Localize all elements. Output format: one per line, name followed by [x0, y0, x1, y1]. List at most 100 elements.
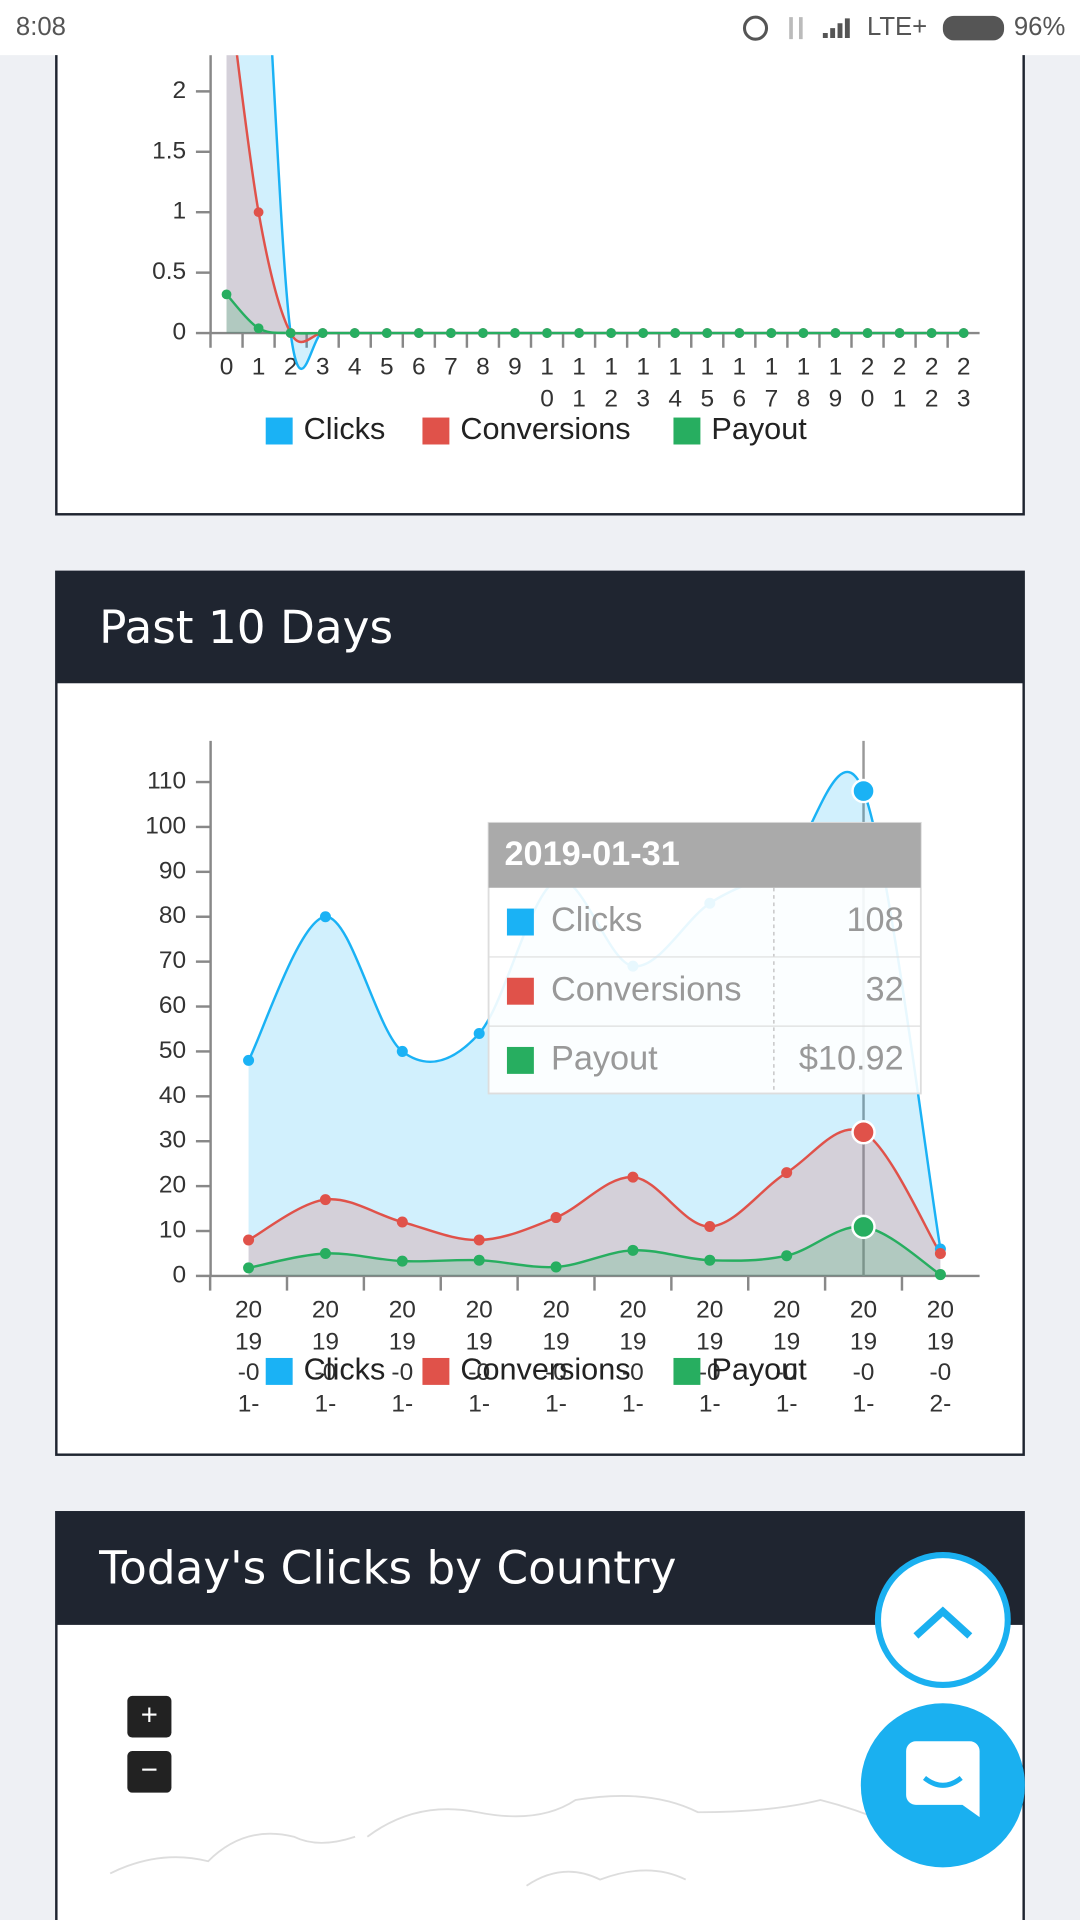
- data-point: [670, 328, 681, 338]
- status-time: 8:08: [16, 13, 66, 41]
- battery-icon: [942, 15, 1005, 41]
- data-point: [704, 1221, 716, 1233]
- data-point: [934, 1247, 946, 1259]
- data-point: [851, 778, 876, 804]
- legend-label: Clicks: [304, 1353, 386, 1387]
- x-tick-label: 2019-01-25: [389, 1297, 416, 1450]
- y-tick-label: 0: [173, 1261, 187, 1288]
- data-point: [349, 328, 360, 338]
- x-tick-label: 2019-01-28: [619, 1297, 646, 1450]
- data-point: [319, 1247, 331, 1259]
- data-point: [381, 328, 392, 338]
- zoom-out-button[interactable]: [127, 1751, 172, 1793]
- card-header: [56, 571, 1024, 684]
- data-point: [851, 1214, 876, 1240]
- data-point: [958, 328, 969, 338]
- tooltip-name: Conversions: [551, 970, 741, 1008]
- data-point: [445, 328, 456, 338]
- x-tick-label: 6: [412, 354, 426, 381]
- data-point: [542, 328, 552, 338]
- series-line: [248, 1225, 942, 1276]
- tooltip-name: Payout: [551, 1039, 658, 1077]
- data-point: [396, 1216, 408, 1228]
- legend-label: Clicks: [304, 412, 386, 446]
- legend-label: Conversions: [460, 1353, 630, 1387]
- y-tick-label: 1.5: [152, 137, 186, 164]
- data-point: [253, 323, 264, 334]
- status-bar: [0, 0, 1080, 56]
- zoom-in-label: +: [141, 1699, 158, 1732]
- section-title: Past 10 Days: [99, 601, 393, 654]
- data-point: [285, 328, 296, 338]
- data-point: [606, 328, 617, 338]
- data-point: [926, 328, 937, 338]
- map-outline: [109, 1795, 919, 1887]
- tooltip-swatch: [506, 908, 534, 936]
- x-tick-label: 9: [508, 354, 522, 381]
- y-tick-label: 60: [159, 992, 186, 1019]
- x-tick-label: 7: [444, 354, 458, 381]
- status-battery: 96%: [1014, 13, 1065, 41]
- legend-swatch: [422, 1357, 450, 1385]
- x-tick-label: 2019-01-27: [542, 1297, 569, 1450]
- data-point: [798, 328, 809, 338]
- zoom-in-button[interactable]: [127, 1695, 172, 1738]
- series-area: [226, 55, 964, 369]
- tooltip-value: 32: [866, 970, 904, 1008]
- daily-chart: 01020304050607080901001102019-01-232019-…: [145, 740, 980, 1450]
- y-tick-label: 2: [173, 77, 187, 104]
- x-tick-label: 2: [284, 354, 298, 381]
- y-tick-label: 90: [159, 857, 186, 884]
- y-tick-label: 30: [159, 1127, 186, 1154]
- x-tick-label: 8: [476, 354, 490, 381]
- data-point: [253, 207, 264, 218]
- y-tick-label: 0.5: [152, 258, 186, 285]
- legend-swatch: [265, 417, 293, 445]
- data-point: [319, 911, 331, 923]
- data-point: [473, 1254, 485, 1266]
- x-tick-label: 2019-01-26: [466, 1297, 493, 1450]
- data-point: [702, 328, 713, 338]
- x-tick-label: 4: [348, 354, 362, 381]
- chevron-icon: [913, 1606, 973, 1639]
- data-point: [243, 1234, 255, 1246]
- legend-swatch: [673, 1357, 701, 1385]
- signal-icon: [822, 18, 850, 38]
- x-tick-label: 2019-01-31: [850, 1297, 877, 1450]
- data-point: [317, 328, 328, 338]
- y-tick-label: 80: [159, 902, 186, 929]
- tooltip-header: [488, 822, 921, 888]
- data-point: [478, 328, 488, 338]
- data-point: [574, 328, 584, 338]
- data-point: [550, 1212, 562, 1224]
- data-point: [550, 1261, 562, 1273]
- x-labels: 0 1 2 3 4 5 6 7 8 9 1 01 11 21 31 41 51 61 71 81 92 02 12 22 3: [220, 354, 971, 413]
- x-tick-label: 5: [380, 354, 394, 381]
- chat-smile: [922, 1775, 963, 1788]
- tooltip-value: $10.92: [799, 1039, 904, 1077]
- data-point: [781, 1250, 793, 1262]
- x-tick-label: 2019-01-30: [773, 1297, 800, 1450]
- scroll-top-button[interactable]: [874, 1552, 1011, 1688]
- data-point: [221, 289, 232, 300]
- data-point: [781, 1167, 793, 1179]
- tooltip-value: 108: [847, 901, 904, 939]
- legend-swatch: [422, 417, 450, 445]
- data-point: [862, 328, 873, 338]
- data-point: [396, 1045, 408, 1057]
- data-icon: [789, 17, 803, 40]
- status-network: LTE+: [867, 13, 927, 41]
- data-point: [473, 1027, 485, 1039]
- legend-swatch: [265, 1357, 293, 1385]
- y-tick-label: 0: [173, 319, 187, 346]
